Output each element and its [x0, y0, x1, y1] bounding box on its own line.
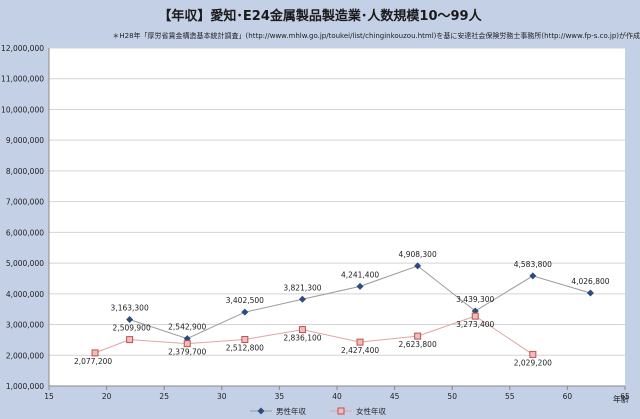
data-label: 3,821,300	[283, 283, 321, 292]
x-axis-title: 年齢	[613, 394, 629, 404]
legend-label: 女性年収	[356, 406, 386, 416]
x-tick-label: 60	[563, 392, 573, 401]
series-layer	[91, 262, 594, 358]
data-point-male	[241, 308, 249, 316]
x-tick-label: 35	[275, 392, 285, 401]
x-tick-label: 30	[217, 392, 227, 401]
data-label: 2,379,700	[168, 348, 206, 357]
x-tick-label: 65	[620, 392, 630, 401]
x-tick-label: 45	[390, 392, 400, 401]
data-point-male	[414, 262, 422, 270]
data-label: 2,623,800	[399, 340, 437, 349]
data-label: 4,583,800	[514, 260, 552, 269]
y-tick-label: 2,000,000	[6, 351, 44, 360]
data-label: 4,908,300	[399, 250, 437, 259]
data-point-female	[183, 340, 191, 348]
x-tick-label: 50	[447, 392, 457, 401]
y-tick-label: 6,000,000	[6, 228, 44, 237]
data-point-female	[414, 332, 422, 340]
x-tick-label: 55	[505, 392, 515, 401]
data-label: 4,241,400	[341, 270, 379, 279]
data-label: 3,273,400	[456, 320, 494, 329]
data-point-male	[126, 316, 134, 324]
data-point-female	[356, 338, 364, 346]
chart-subtitle: ＊H28年「厚労省賃金構造基本統計調査」(http://www.mhlw.go.…	[112, 31, 640, 40]
y-tick-label: 7,000,000	[6, 198, 44, 207]
plot-area-background	[49, 48, 625, 386]
data-label: 2,029,200	[514, 358, 552, 367]
legend-label: 男性年収	[276, 406, 306, 416]
y-tick-label: 10,000,000	[1, 105, 44, 114]
data-label: 2,077,200	[74, 357, 112, 366]
chart-title: 【年収】愛知･E24金属製品製造業･人数規模10～99人	[158, 8, 482, 24]
axis-layer: 1,000,000 2,000,000 3,000,000 4,000,000 5,00…	[1, 44, 630, 401]
data-point-female	[91, 349, 99, 357]
y-tick-label: 12,000,000	[1, 44, 44, 53]
y-tick-label: 9,000,000	[6, 136, 44, 145]
y-tick-label: 4,000,000	[6, 290, 44, 299]
data-point-male	[586, 289, 594, 297]
data-label: 3,402,500	[226, 296, 264, 305]
legend-marker-female	[337, 407, 345, 415]
data-point-male	[529, 272, 537, 280]
data-label: 2,836,100	[283, 334, 321, 343]
data-point-male	[298, 295, 306, 303]
data-point-female	[126, 336, 134, 344]
x-tick-label: 40	[332, 392, 342, 401]
data-point-female	[298, 326, 306, 334]
data-label: 4,026,800	[571, 277, 609, 286]
legend-marker-male	[257, 407, 265, 415]
data-label: 3,163,300	[111, 304, 149, 313]
data-label: 3,439,300	[456, 295, 494, 304]
data-label: 2,542,900	[168, 323, 206, 332]
y-tick-label: 5,000,000	[6, 259, 44, 268]
y-tick-label: 1,000,000	[6, 382, 44, 391]
data-label-layer: 3,163,300 2,542,900 3,402,500 3,821,300 4,24…	[74, 250, 610, 367]
legend: 男性年収 女性年収	[250, 406, 386, 416]
x-tick-label: 25	[159, 392, 169, 401]
x-tick-label: 20	[102, 392, 112, 401]
data-point-female	[529, 350, 537, 358]
y-tick-label: 8,000,000	[6, 167, 44, 176]
data-point-female	[471, 312, 479, 320]
y-tick-label: 3,000,000	[6, 321, 44, 330]
data-point-male	[356, 282, 364, 290]
data-label: 2,509,900	[113, 324, 151, 333]
x-tick-label: 15	[44, 392, 54, 401]
data-label: 2,512,800	[226, 344, 264, 353]
y-tick-label: 11,000,000	[1, 75, 44, 84]
data-label: 2,427,400	[341, 346, 379, 355]
data-point-female	[241, 336, 249, 344]
